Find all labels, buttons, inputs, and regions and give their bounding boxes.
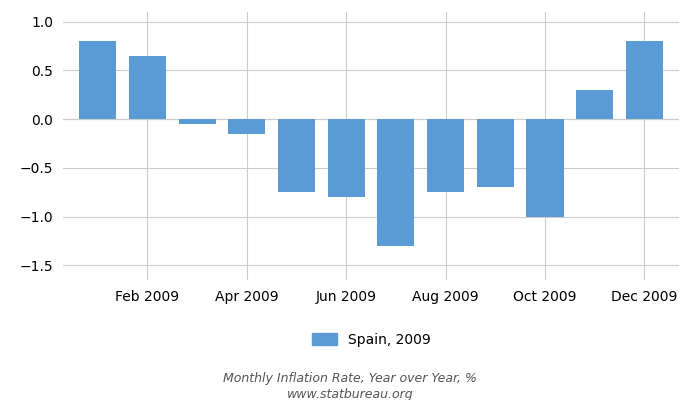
Bar <box>79 41 116 119</box>
Legend: Spain, 2009: Spain, 2009 <box>306 327 436 352</box>
Bar <box>228 119 265 134</box>
Bar <box>129 56 166 119</box>
Bar <box>526 119 564 217</box>
Bar <box>377 119 414 246</box>
Bar <box>178 119 216 124</box>
Text: Monthly Inflation Rate, Year over Year, %: Monthly Inflation Rate, Year over Year, … <box>223 372 477 385</box>
Bar <box>626 41 663 119</box>
Bar <box>328 119 365 197</box>
Bar <box>477 119 514 188</box>
Bar <box>576 90 613 119</box>
Bar <box>427 119 464 192</box>
Text: www.statbureau.org: www.statbureau.org <box>287 388 413 400</box>
Bar <box>278 119 315 192</box>
